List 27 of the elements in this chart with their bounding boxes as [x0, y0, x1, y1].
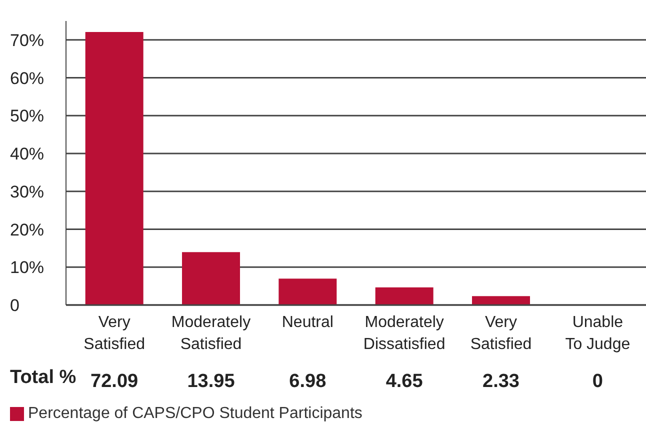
y-tick-label: 0: [10, 296, 20, 315]
y-tick-label: 30%: [10, 182, 44, 202]
y-tick-label: 50%: [10, 106, 44, 126]
x-tick-label: Neutral: [282, 314, 334, 331]
data-label: 0: [592, 371, 603, 392]
data-label: 13.95: [187, 371, 236, 392]
y-tick-label: 70%: [10, 30, 44, 50]
legend-label: Percentage of CAPS/CPO Student Participants: [28, 405, 362, 422]
bar: [278, 278, 337, 305]
x-tick-label: Unable To Judge: [565, 314, 630, 353]
bar: [85, 32, 144, 305]
x-tick-label: Moderately Satisfied: [171, 314, 251, 353]
bar: [472, 296, 530, 305]
x-tick-label: Very Satisfied: [84, 314, 146, 353]
bar: [375, 287, 434, 305]
data-label: 4.65: [386, 371, 424, 392]
x-tick-label: Moderately Dissatisfied: [363, 314, 446, 353]
data-label: 72.09: [90, 371, 138, 392]
y-tick-label: 20%: [10, 220, 44, 240]
y-tick-label: 10%: [10, 258, 44, 278]
x-tick-label: Very Satisfied: [470, 314, 532, 353]
y-tick-label: 60%: [10, 68, 44, 88]
bar: [182, 252, 240, 305]
data-label: 6.98: [289, 371, 326, 392]
text: Total %: [10, 367, 76, 389]
data-label: 2.33: [482, 371, 520, 392]
y-tick-label: 40%: [10, 144, 44, 164]
